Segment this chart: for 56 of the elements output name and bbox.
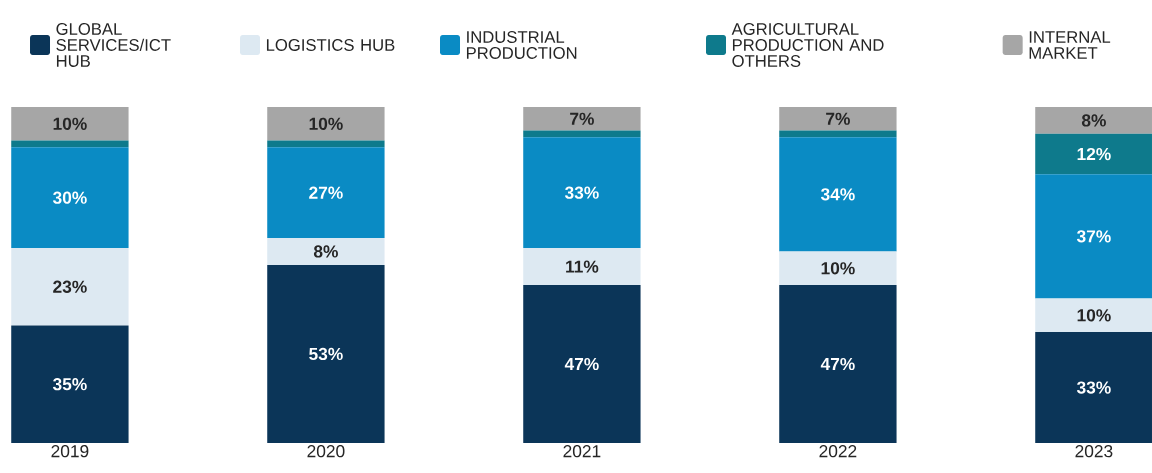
data-label: 7% — [570, 112, 594, 125]
bar — [1035, 106, 1152, 134]
data-label: 35% — [52, 378, 87, 391]
bar — [1035, 174, 1152, 299]
bar — [11, 325, 129, 443]
legend-label: GLOBAL SERVICES/ICT HUB — [56, 23, 171, 67]
data-label: 47% — [820, 357, 855, 371]
data-label: 12% — [1077, 147, 1111, 161]
data-label: 34% — [820, 188, 855, 201]
data-label: 53% — [309, 347, 343, 361]
bar — [267, 238, 385, 265]
bar — [1035, 298, 1152, 333]
bar — [779, 130, 897, 138]
data-label: 30% — [52, 191, 87, 204]
bar — [779, 137, 897, 252]
x-tick-label: 2021 — [563, 445, 601, 458]
bar — [11, 140, 129, 148]
bar — [267, 147, 385, 239]
x-tick-label: 2020 — [307, 445, 345, 458]
bar — [267, 264, 385, 443]
x-tick-label: 2019 — [51, 445, 89, 458]
bar — [11, 106, 129, 141]
bar — [267, 106, 385, 141]
data-label: 33% — [564, 186, 599, 199]
data-label: 10% — [821, 262, 855, 275]
data-label: 7% — [826, 112, 850, 125]
data-label: 8% — [313, 245, 338, 258]
legend-label: LOGISTICS HUB — [266, 39, 395, 51]
data-label: 27% — [309, 186, 343, 199]
x-tick-label: 2023 — [1075, 445, 1113, 458]
bar — [11, 248, 129, 326]
bar — [1035, 133, 1152, 175]
bar — [779, 106, 897, 131]
data-label: 33% — [1076, 381, 1111, 394]
data-label: 47% — [564, 357, 599, 371]
bar — [11, 147, 129, 249]
data-label: 23% — [53, 280, 87, 293]
data-label: 37% — [1076, 230, 1111, 243]
bar — [267, 140, 385, 148]
legend-label: INDUSTRIAL PRODUCTION — [466, 31, 577, 59]
x-tick-label: 2022 — [819, 445, 857, 458]
bar — [523, 285, 641, 443]
bar — [523, 137, 641, 249]
bar — [779, 285, 897, 443]
bar — [523, 106, 641, 131]
legend-label: AGRICULTURAL PRODUCTION AND OTHERS — [731, 23, 884, 67]
data-label: 10% — [309, 117, 343, 130]
bar — [779, 251, 897, 286]
data-label: 11% — [566, 260, 599, 273]
bar — [523, 248, 641, 286]
bar — [1035, 332, 1152, 443]
data-label: 8% — [1081, 114, 1106, 127]
legend-label: INTERNAL MARKET — [1029, 31, 1111, 59]
data-label: 10% — [53, 117, 87, 130]
bar — [523, 130, 641, 138]
data-label: 10% — [1077, 309, 1111, 322]
